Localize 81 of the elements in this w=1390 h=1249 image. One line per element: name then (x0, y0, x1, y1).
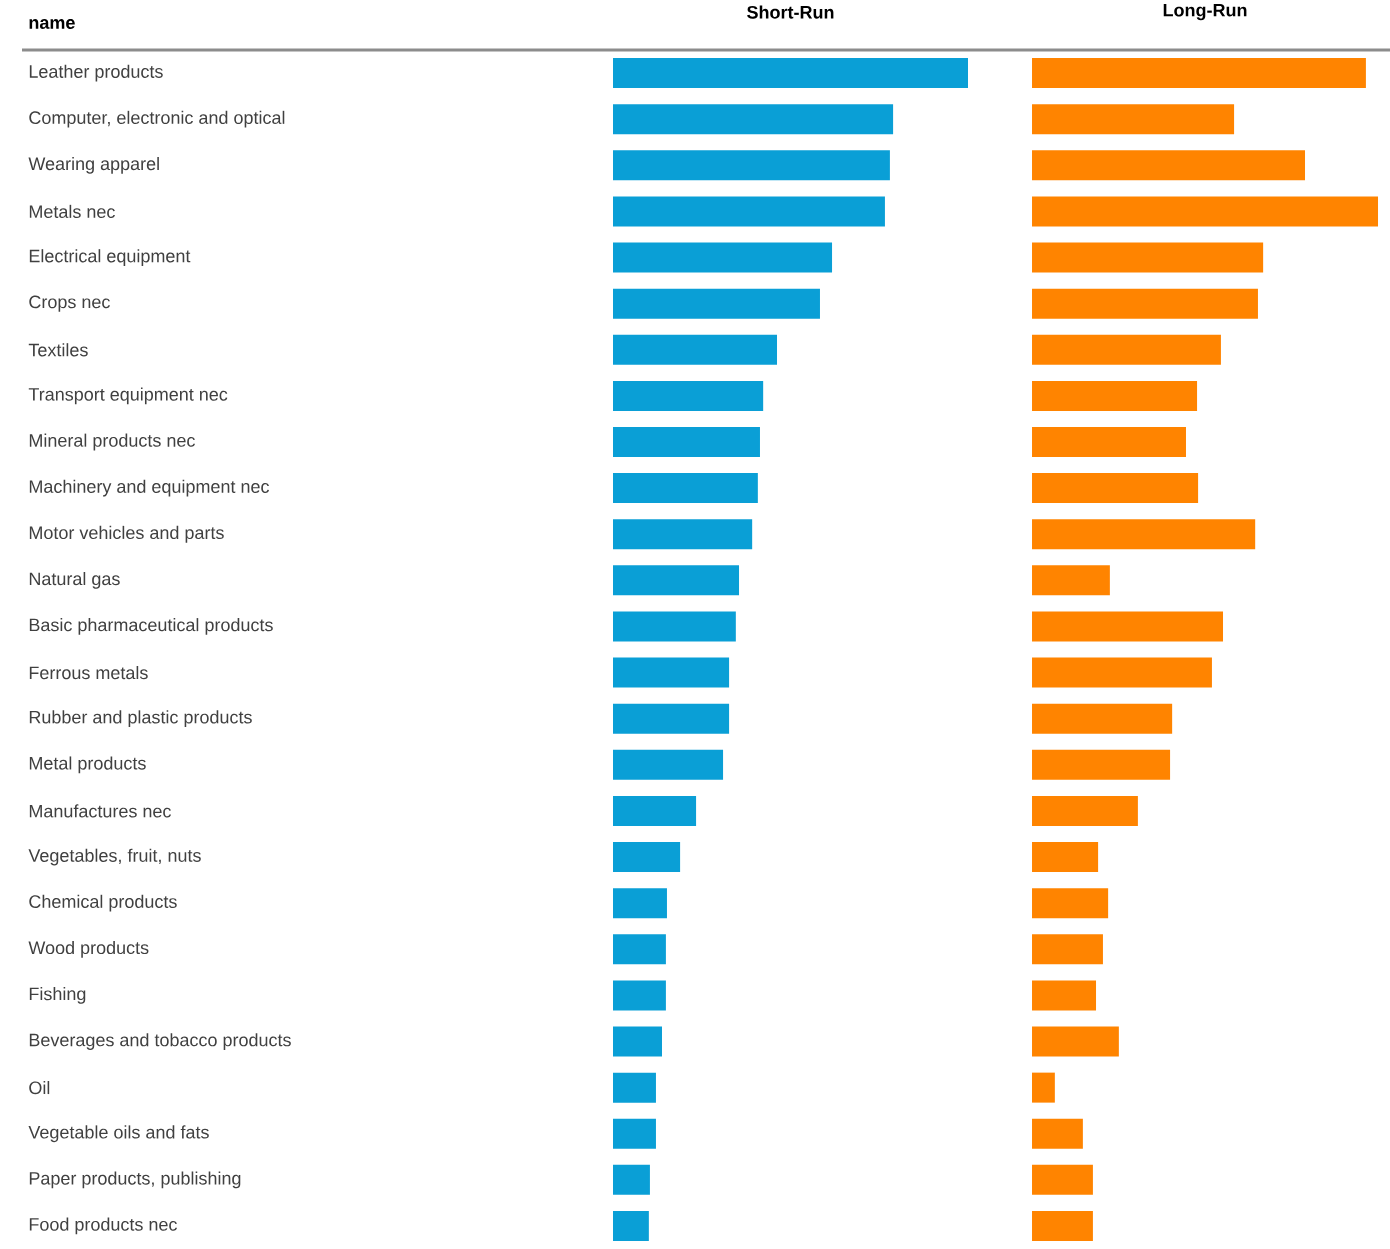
bar (613, 1072, 656, 1103)
bar (1032, 934, 1103, 965)
bar (613, 980, 666, 1011)
y-tick-label: Wearing apparel (28, 156, 159, 174)
bar (1032, 1210, 1093, 1241)
y-tick-label: Vegetables, fruit, nuts (28, 848, 201, 866)
y-tick-label: Crops nec (29, 295, 110, 312)
bar (1032, 288, 1258, 319)
bar (1032, 1072, 1055, 1103)
bar (613, 795, 697, 826)
bar (613, 473, 758, 504)
y-tick-label: Motor vehicles and parts (29, 525, 224, 543)
y-tick-label: Metals nec (29, 204, 115, 219)
bar (1032, 565, 1110, 596)
y-tick-label: Chemical products (29, 894, 177, 912)
bar (1032, 380, 1198, 411)
bar (613, 150, 890, 181)
bar (1032, 795, 1138, 826)
bar (613, 1210, 649, 1241)
y-tick-label: Basic pharmaceutical products (29, 618, 273, 635)
bar (613, 934, 666, 965)
bar (613, 1164, 650, 1195)
bar (1032, 242, 1264, 273)
bar (1032, 842, 1099, 873)
bar (1032, 611, 1224, 642)
bar (613, 842, 681, 873)
bar (613, 104, 894, 135)
bar (613, 242, 833, 273)
bar (1032, 980, 1097, 1011)
bar (1032, 888, 1109, 919)
bar (613, 288, 820, 319)
y-tick-label: Transport equipment nec (28, 387, 228, 405)
bar (613, 196, 885, 227)
y-tick-label: Fishing (29, 987, 86, 1004)
y-tick-label: Leather products (29, 64, 163, 82)
y-tick-label: Electrical equipment (29, 249, 191, 266)
bar (1032, 1026, 1119, 1057)
bar (1032, 196, 1379, 227)
y-tick-label: Textiles (28, 343, 88, 357)
y-tick-label: Mineral products nec (29, 433, 195, 451)
bar (613, 749, 724, 780)
y-axis-title: name (29, 19, 75, 29)
bar (613, 657, 730, 688)
y-tick-label: Computer, electronic and optical (29, 110, 285, 128)
bar (1032, 334, 1221, 365)
bar (613, 565, 740, 596)
bar (1032, 519, 1256, 550)
bar (1032, 657, 1212, 688)
y-tick-label: Food products nec (29, 1217, 177, 1235)
y-tick-label: Oil (29, 1081, 50, 1095)
y-tick-label: Natural gas (29, 571, 120, 589)
bar (613, 703, 730, 734)
bar (1032, 703, 1173, 734)
bar (613, 58, 968, 89)
bar (1032, 150, 1306, 181)
chart-title: Long-Run (1163, 3, 1247, 21)
bar (1032, 1118, 1083, 1149)
bar (613, 1118, 656, 1149)
y-tick-label: Vegetable oils and fats (28, 1125, 209, 1143)
y-tick-label: Manufactures nec (29, 804, 171, 818)
bar (613, 427, 760, 457)
y-tick-label: Rubber and plastic products (29, 710, 252, 728)
bar (613, 519, 753, 550)
bar (613, 1026, 662, 1057)
bar (1032, 58, 1366, 89)
y-tick-label: Paper products, publishing (29, 1171, 241, 1189)
y-tick-label: Ferrous metals (29, 665, 148, 680)
bar (1032, 104, 1235, 135)
chart-title: Short-Run (747, 5, 834, 19)
y-tick-label: Wood products (28, 940, 149, 958)
bar (1032, 1164, 1093, 1195)
y-tick-label: Beverages and tobacco products (29, 1033, 291, 1050)
bar (613, 334, 778, 365)
y-tick-label: Machinery and equipment nec (29, 479, 270, 497)
bar (1032, 473, 1199, 504)
y-tick-label: Metal products (29, 756, 146, 774)
bar (613, 380, 764, 411)
bar (613, 611, 736, 642)
bar (1032, 749, 1171, 780)
bar (613, 888, 667, 919)
bar (1032, 427, 1186, 457)
